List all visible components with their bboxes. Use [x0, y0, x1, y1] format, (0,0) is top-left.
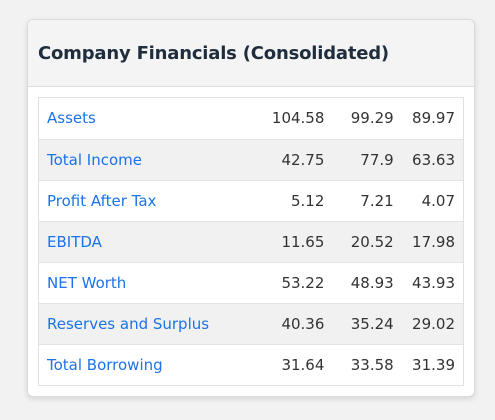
value-cell: 53.22	[238, 261, 327, 303]
row-link-assets[interactable]: Assets	[47, 109, 96, 128]
value-cell: 33.58	[326, 343, 396, 385]
value-cell: 99.29	[350, 109, 394, 128]
value-cell: 31.64	[238, 343, 327, 385]
value-cell: 5.12	[238, 179, 327, 221]
financials-card: Company Financials (Consolidated) Assets…	[27, 19, 475, 397]
value-cell: 43.93	[395, 261, 463, 303]
row-label-cell: Total Borrowing	[39, 343, 239, 385]
card-header: Company Financials (Consolidated)	[28, 20, 474, 87]
value-cell: 40.36	[238, 302, 327, 344]
value-cell: 7.21	[326, 179, 396, 221]
row-link-reserves-and-surplus[interactable]: Reserves and Surplus	[47, 314, 210, 333]
value-cell: 35.24	[326, 302, 396, 344]
table-row: Total Borrowing 31.64 33.58 31.39	[39, 343, 463, 385]
row-label-cell: Assets	[39, 98, 239, 139]
row-link-net-worth[interactable]: NET Worth	[47, 273, 127, 292]
value-cell: 4.07	[395, 179, 463, 221]
value-cell: 11.65	[238, 220, 327, 262]
table-row: NET Worth 53.22 48.93 43.93	[39, 261, 463, 303]
row-link-total-borrowing[interactable]: Total Borrowing	[47, 355, 163, 374]
row-link-ebitda[interactable]: EBITDA	[47, 232, 102, 251]
value-cell: 63.63	[395, 138, 463, 180]
table-row: Assets 104.58 99.29 89.97	[39, 98, 463, 139]
table-row: Profit After Tax 5.12 7.21 4.07	[39, 179, 463, 221]
table-row: Total Income 42.75 77.9 63.63	[39, 138, 463, 180]
value-cell: 17.98	[395, 220, 463, 262]
table-row: Reserves and Surplus 40.36 35.24 29.02	[39, 302, 463, 344]
value-cell: 104.58	[271, 109, 325, 128]
financials-table: Assets 104.58 99.29 89.97 Total Income 4…	[39, 98, 463, 385]
row-link-total-income[interactable]: Total Income	[47, 150, 142, 169]
value-cell: 48.93	[326, 261, 396, 303]
row-label-cell: EBITDA	[39, 220, 239, 262]
financials-table-container: Assets 104.58 99.29 89.97 Total Income 4…	[38, 97, 464, 386]
row-label-cell: Total Income	[39, 138, 239, 180]
row-label-cell: Profit After Tax	[39, 179, 239, 221]
value-cell: 20.52	[326, 220, 396, 262]
row-label-cell: Reserves and Surplus	[39, 302, 239, 344]
row-link-profit-after-tax[interactable]: Profit After Tax	[47, 191, 157, 210]
table-row: EBITDA 11.65 20.52 17.98	[39, 220, 463, 262]
row-label-cell: NET Worth	[39, 261, 239, 303]
value-cell: 77.9	[326, 138, 396, 180]
value-cell: 29.02	[395, 302, 463, 344]
card-title: Company Financials (Consolidated)	[38, 42, 389, 64]
value-cell: 31.39	[395, 343, 463, 385]
value-cell: 42.75	[238, 138, 327, 180]
value-cell: 89.97	[412, 109, 455, 128]
